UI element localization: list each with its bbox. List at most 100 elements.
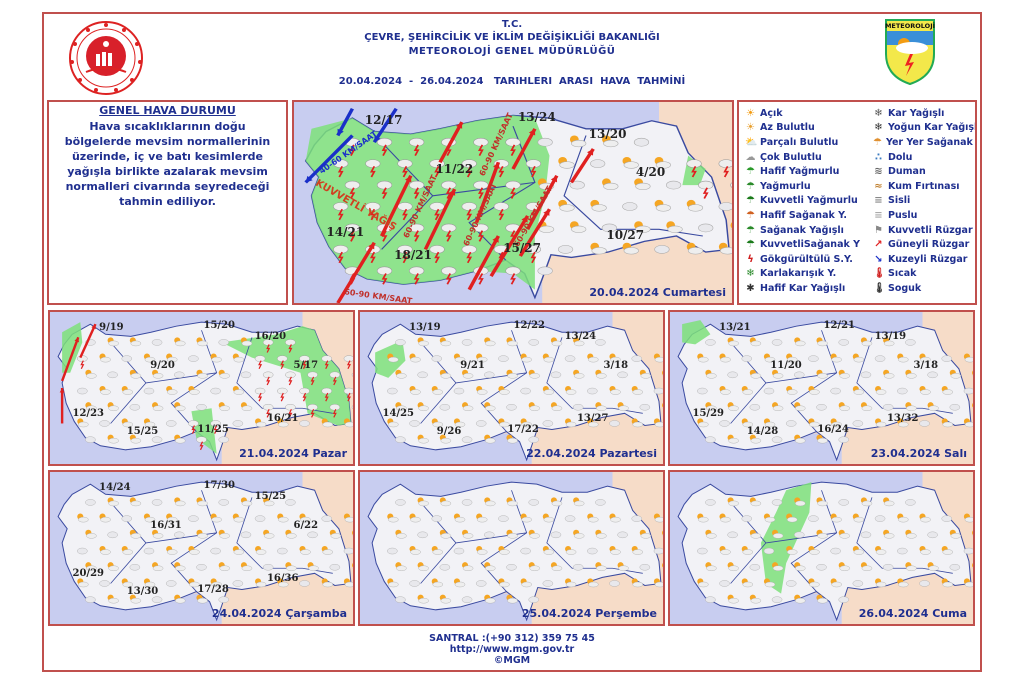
weather-icon (941, 418, 954, 428)
weather-icon (151, 499, 163, 506)
weather-icon (299, 420, 310, 427)
weather-icon (351, 562, 353, 570)
weather-icon (143, 547, 155, 555)
weather-icon (232, 513, 245, 523)
legend-item: ☀ Az Bulutlu (745, 121, 873, 136)
weather-icon (476, 353, 488, 363)
weather-icon (528, 562, 540, 572)
weather-icon (883, 369, 895, 379)
weather-icon (590, 199, 607, 212)
legend-label: Kum Fırtınası (888, 180, 960, 192)
weather-icon (476, 545, 488, 555)
weather-icon (333, 245, 349, 264)
weather-icon (196, 594, 208, 604)
weather-icon (99, 580, 110, 587)
weather-icon (475, 580, 487, 587)
weather-icon (232, 580, 244, 587)
svg-text:METEOROLOJİ: METEOROLOJİ (885, 21, 935, 30)
weather-icon (949, 529, 962, 539)
weather-icon (838, 436, 849, 443)
weather-icon (595, 562, 607, 572)
weather-icon (431, 385, 444, 395)
weather-icon (794, 594, 806, 604)
weather-icon (232, 545, 245, 555)
cloud-icon: ☁ (745, 151, 756, 163)
weather-icon (808, 355, 819, 362)
weather-icon (816, 529, 828, 539)
weather-icon (218, 499, 229, 506)
weather-icon (794, 402, 806, 412)
weather-icon (152, 562, 164, 572)
weather-icon (697, 387, 708, 395)
temperature-label: 15/25 (126, 426, 159, 438)
legend-item: ⚑ Kuvvetli Rüzgar (873, 223, 975, 238)
weather-icon (609, 385, 621, 395)
weather-icon (344, 180, 360, 199)
map-date: 24.04.2024 Çarşamba (211, 607, 347, 620)
temperature-label: 16/21 (266, 412, 299, 424)
weather-icon (218, 436, 229, 443)
legend-label: Çok Bulutlu (760, 151, 822, 163)
weather-icon (188, 515, 199, 522)
weather-icon (653, 353, 663, 363)
weather-icon (453, 387, 465, 395)
weather-icon (240, 371, 252, 379)
weather-icon (860, 371, 872, 379)
weather-icon (520, 387, 531, 395)
weather-icon (572, 564, 584, 571)
map-date: 25.04.2024 Perşembe (521, 607, 657, 620)
weather-icon (505, 180, 521, 199)
weather-icon (905, 369, 917, 379)
weather-icon (697, 513, 709, 523)
wind-arrow (526, 174, 559, 231)
weather-icon (506, 564, 517, 571)
temperature-label: 3/18 (603, 359, 629, 371)
weather-icon (417, 562, 429, 572)
temperature-label: 9/21 (460, 359, 485, 371)
temperature-label: 9/26 (436, 426, 462, 438)
weather-icon (395, 436, 406, 443)
weather-icon (852, 420, 864, 427)
weather-icon (196, 529, 208, 539)
weather-icon (506, 337, 518, 347)
legend-label: Soguk (888, 282, 922, 294)
weather-icon (343, 355, 353, 370)
legend-item: ϟ Gökgürültülü S.Y. (745, 252, 873, 267)
meteoroloji-logo: METEOROLOJİ (884, 18, 936, 86)
footer-url[interactable]: http://www.mgm.gov.tr (449, 644, 575, 655)
weather-icon (461, 436, 473, 443)
weather-icon (727, 594, 739, 604)
temperature-label: 5/17 (293, 359, 319, 371)
temperature-label: 12/23 (72, 407, 104, 419)
weather-icon (121, 578, 134, 588)
weather-icon (860, 562, 873, 572)
weather-icon (85, 596, 96, 603)
weather-icon (285, 339, 296, 353)
temperature-label: 14/28 (746, 426, 779, 438)
weather-icon (210, 513, 222, 523)
weather-icon (453, 513, 466, 523)
legend-label: Duman (888, 166, 926, 178)
smoke-icon: ≋ (874, 166, 883, 178)
weather-icon (860, 531, 872, 539)
weather-icon (151, 436, 163, 443)
weather-icon (550, 337, 563, 347)
weather-icon (686, 159, 702, 178)
weather-icon (705, 562, 717, 572)
wind-arrow (336, 241, 376, 303)
weather-icon (462, 402, 474, 412)
weather-icon (285, 529, 297, 539)
weather-icon (77, 387, 88, 395)
weather-icon (639, 369, 652, 379)
weather-icon (520, 578, 532, 588)
weather-icon (653, 513, 663, 523)
weather-icon (686, 199, 704, 212)
weather-icon (85, 402, 97, 412)
weather-icon (595, 339, 606, 346)
weather-icon (196, 497, 208, 507)
weather-icon (963, 578, 973, 588)
weather-icon (749, 564, 761, 571)
temperature-label: 18/21 (394, 248, 432, 263)
weather-icon (905, 529, 917, 539)
weather-icon (631, 355, 642, 362)
